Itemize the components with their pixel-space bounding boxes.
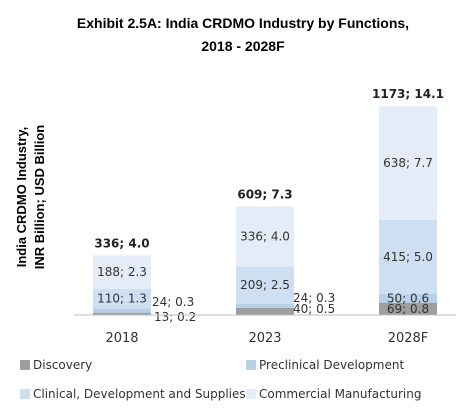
legend-swatch-0 xyxy=(20,360,30,370)
legend: Discovery Preclinical Development Clinical… xyxy=(20,358,421,401)
x-tick-label-2023: 2023 xyxy=(248,331,281,346)
data-label-2028F-1: 50; 0.6 xyxy=(387,291,429,305)
bar-segment-2028F-2 xyxy=(379,219,437,294)
y-axis-label-line2: INR Billion; USD Billion xyxy=(32,125,47,269)
data-label-2028F-2: 415; 5.0 xyxy=(383,250,433,264)
data-label-2028F-3: 638; 7.7 xyxy=(383,156,433,170)
data-label-2018-3: 188; 2.3 xyxy=(97,265,147,279)
legend-label-1: Preclinical Development xyxy=(259,358,404,372)
bar-segment-2018-0 xyxy=(93,312,151,315)
x-tick-label-2028F: 2028F xyxy=(388,331,429,346)
total-label-2023: 609; 7.3 xyxy=(237,187,292,201)
legend-label-0: Discovery xyxy=(33,358,92,372)
total-label-2018: 336; 4.0 xyxy=(94,236,149,250)
bar-segment-2018-3 xyxy=(93,255,151,289)
bar-segment-2018-2 xyxy=(93,288,151,309)
data-label-2028F-0: 69; 0.8 xyxy=(387,302,429,316)
data-label-2023-2: 209; 2.5 xyxy=(240,278,290,292)
bar-segment-2023-0 xyxy=(236,307,294,315)
bar-segment-2028F-1 xyxy=(379,293,437,303)
x-ticks-layer: 2018 2023 2028F xyxy=(105,331,428,346)
data-label-2018-0: 13; 0.2 xyxy=(154,310,196,324)
data-label-2018-2: 110; 1.3 xyxy=(97,292,147,306)
data-label-2018-1: 24; 0.3 xyxy=(152,295,194,309)
legend-label-3: Commercial Manufacturing xyxy=(259,387,421,401)
legend-swatch-1 xyxy=(246,360,256,370)
data-label-2023-1: 24; 0.3 xyxy=(293,291,335,305)
x-tick-label-2018: 2018 xyxy=(105,331,138,346)
bar-segment-2018-1 xyxy=(93,308,151,313)
bar-segment-2023-2 xyxy=(236,266,294,304)
bar-segment-2023-1 xyxy=(236,303,294,308)
chart-title: Exhibit 2.5A: India CRDMO Industry by Fu… xyxy=(77,15,409,31)
bar-segment-2028F-0 xyxy=(379,302,437,315)
y-axis-label-line1: India CRDMO Industry, xyxy=(14,127,29,268)
bars-layer xyxy=(93,106,437,315)
data-label-2023-3: 336; 4.0 xyxy=(240,229,290,243)
legend-swatch-3 xyxy=(246,389,256,399)
legend-label-2: Clinical, Development and Supplies xyxy=(33,387,246,401)
legend-swatch-2 xyxy=(20,389,30,399)
data-label-2023-0: 40; 0.5 xyxy=(293,302,335,316)
bar-segment-2028F-3 xyxy=(379,106,437,220)
bar-segment-2023-3 xyxy=(236,206,294,267)
chart-subtitle: 2018 - 2028F xyxy=(201,38,285,54)
total-label-2028F: 1173; 14.1 xyxy=(372,87,444,101)
